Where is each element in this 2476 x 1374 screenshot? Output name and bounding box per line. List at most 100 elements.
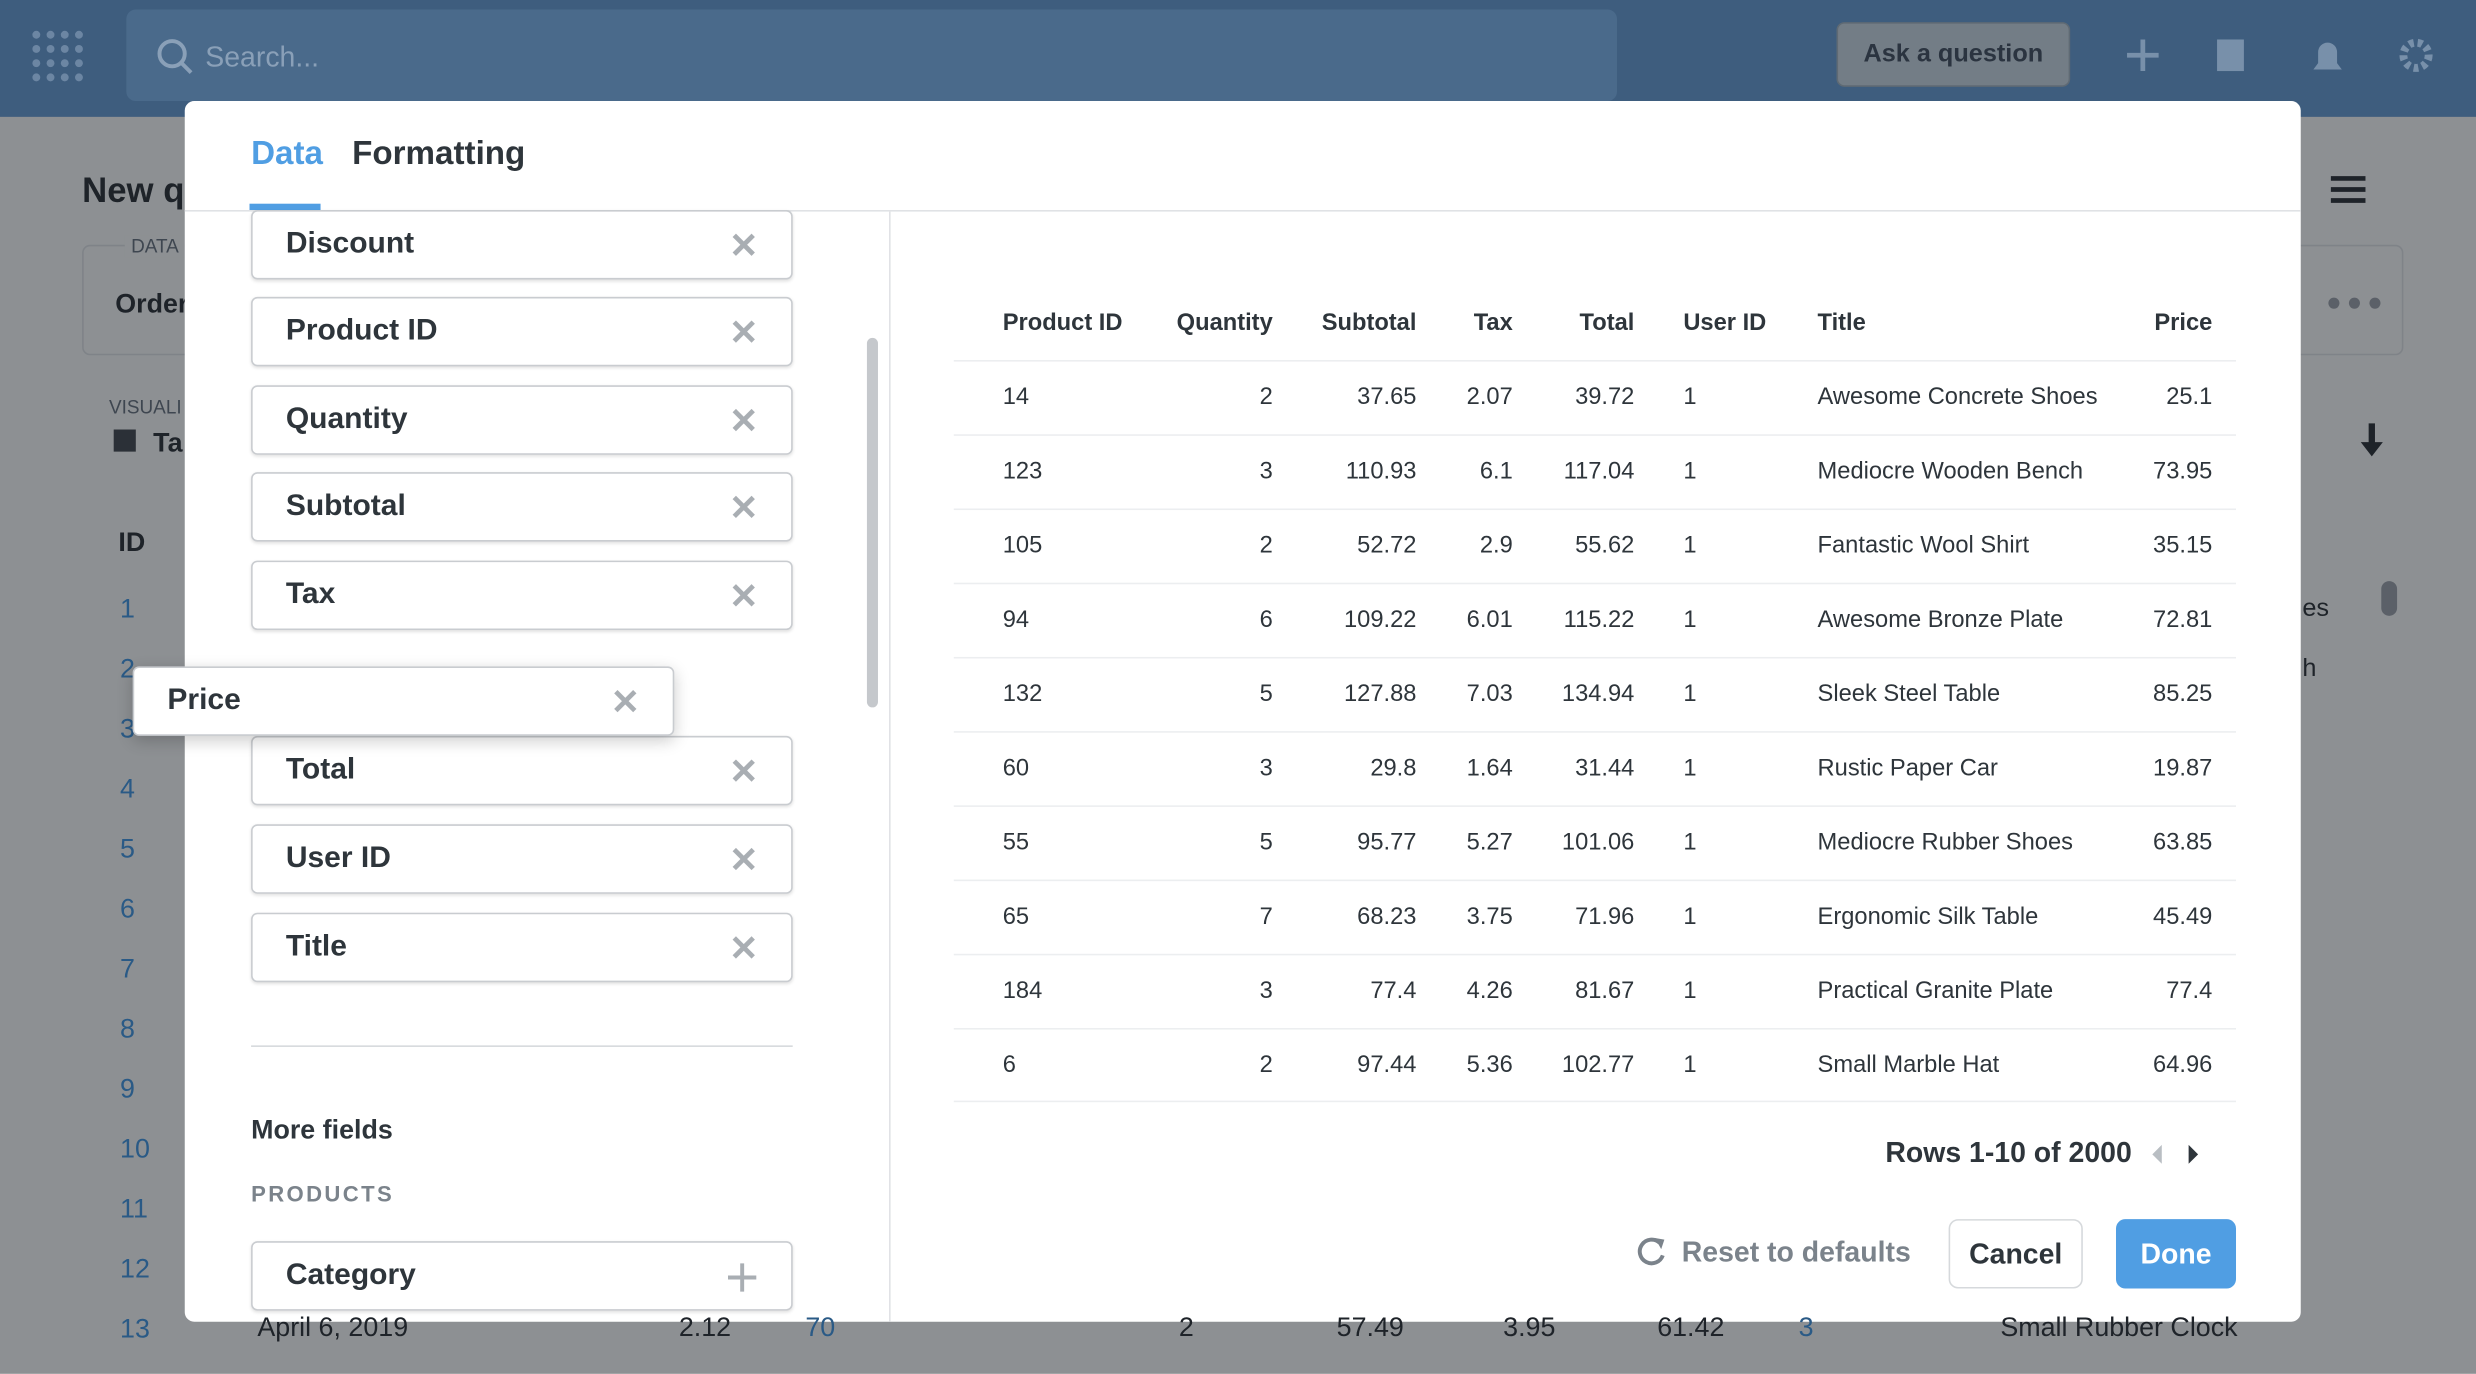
bg-row-id: 10 [120, 1133, 150, 1164]
table-cell: Awesome Bronze Plate [1817, 606, 2064, 634]
table-cell: Mediocre Rubber Shoes [1817, 829, 2073, 856]
field-item[interactable]: Price [132, 666, 675, 736]
remove-icon[interactable] [731, 846, 756, 871]
table-cell: 4.26 [1466, 977, 1513, 1005]
add-icon[interactable] [727, 1263, 757, 1292]
field-item[interactable]: Tax [251, 560, 793, 631]
table-cell: 6 [1002, 1051, 1016, 1079]
field-name: Total [285, 753, 356, 787]
tab-underline [249, 203, 321, 211]
table-cell: 77.4 [2166, 977, 2213, 1005]
search-box[interactable] [126, 9, 1617, 102]
divider [251, 1045, 793, 1047]
field-item[interactable]: Quantity [251, 385, 793, 455]
field-name: Product ID [285, 314, 438, 348]
table-cell: 72.81 [2153, 606, 2213, 634]
table-cell: 14 [1002, 383, 1030, 411]
bg-row-id: 11 [120, 1193, 148, 1224]
divider [889, 211, 891, 1322]
bg-row-id: 13 [120, 1313, 150, 1344]
table-cell: Sleek Steel Table [1817, 680, 2001, 708]
download-icon [2360, 423, 2383, 457]
table-cell: 31.44 [1575, 754, 1635, 782]
table-cell: 85.25 [2153, 680, 2213, 708]
remove-icon[interactable] [731, 319, 756, 344]
column-header: Total [1579, 309, 1635, 337]
table-cell: 3 [1259, 754, 1273, 782]
row-line [953, 656, 2237, 659]
table-cell: 1 [1683, 977, 1697, 1005]
ask-button[interactable]: Ask a question [1836, 22, 2071, 87]
pagination: Rows 1-10 of 2000 [1885, 1136, 2132, 1169]
row-line [953, 1100, 2237, 1103]
field-item[interactable]: Product ID [251, 296, 793, 367]
menu-icon [2330, 176, 2366, 203]
divider [184, 210, 2301, 212]
column-header: User ID [1683, 309, 1767, 337]
table-cell: 1 [1683, 457, 1697, 485]
field-item[interactable]: Title [251, 912, 793, 983]
bg-row-id: 4 [120, 773, 135, 804]
bg-cell: 61.42 [1657, 1312, 1725, 1343]
table-cell: 3 [1259, 977, 1273, 1005]
column-header: Title [1817, 309, 1866, 337]
field-item[interactable]: Discount [251, 210, 793, 280]
bg-row-id: 8 [120, 1013, 135, 1044]
table-cell: 1 [1683, 680, 1697, 708]
table-cell: 64.96 [2153, 1051, 2213, 1079]
tab[interactable]: Data [251, 135, 323, 173]
field-item[interactable]: Total [251, 735, 793, 806]
bg-data-value: Order [115, 288, 189, 319]
bg-side-text: h [2302, 655, 2317, 683]
table-cell: 6.1 [1479, 457, 1513, 485]
table-cell: Ergonomic Silk Table [1817, 903, 2039, 931]
cancel-button[interactable]: Cancel [1948, 1219, 2083, 1289]
table-cell: 5.27 [1466, 829, 1513, 856]
topbar-icons [2127, 38, 2433, 72]
table-cell: 1 [1683, 829, 1697, 856]
table-cell: 101.06 [1561, 829, 1635, 856]
table-cell: 37.65 [1357, 383, 1417, 411]
field-item[interactable]: Category [251, 1241, 793, 1311]
remove-icon[interactable] [731, 758, 756, 783]
logo [32, 30, 83, 82]
bg-row-id: 7 [120, 953, 135, 984]
table-cell: 65 [1002, 903, 1030, 931]
done-button[interactable]: Done [2115, 1219, 2237, 1289]
column-header: Product ID [1002, 309, 1123, 337]
bg-cell: 2.12 [678, 1312, 732, 1343]
remove-icon[interactable] [731, 935, 756, 960]
field-item[interactable]: User ID [251, 824, 793, 894]
table-cell: 109.22 [1343, 606, 1417, 634]
table-cell: 2 [1259, 532, 1273, 560]
reset-button[interactable]: Reset to defaults [1681, 1236, 1911, 1269]
pager-arrows[interactable] [2148, 1143, 2205, 1165]
section-label: PRODUCTS [251, 1181, 395, 1207]
scrollbar [866, 337, 878, 708]
remove-icon[interactable] [731, 494, 756, 519]
more-icon [2328, 297, 2381, 309]
table-cell: Fantastic Wool Shirt [1817, 532, 2030, 560]
table-cell: 2 [1259, 383, 1273, 411]
remove-icon[interactable] [731, 232, 756, 257]
tab[interactable]: Formatting [352, 135, 526, 173]
table-cell: 52.72 [1357, 532, 1417, 560]
bg-cell: 70 [805, 1312, 836, 1343]
table-cell: 55 [1002, 829, 1030, 856]
table-cell: 110.93 [1345, 457, 1417, 485]
table-cell: 25.1 [2166, 383, 2213, 411]
remove-icon[interactable] [613, 688, 638, 713]
bg-row-id: 12 [120, 1253, 150, 1284]
table-cell: 123 [1002, 457, 1043, 485]
table-cell: 2.07 [1466, 383, 1513, 411]
table-cell: 1 [1683, 754, 1697, 782]
table-icon [113, 429, 136, 452]
field-name: Price [167, 683, 241, 717]
table-cell: Mediocre Wooden Bench [1817, 457, 2084, 485]
remove-icon[interactable] [731, 407, 756, 432]
bg-row-id: 3 [120, 713, 135, 744]
table-cell: 71.96 [1575, 903, 1635, 931]
remove-icon[interactable] [731, 583, 756, 608]
table-cell: 63.85 [2153, 829, 2213, 856]
field-item[interactable]: Subtotal [251, 472, 793, 542]
